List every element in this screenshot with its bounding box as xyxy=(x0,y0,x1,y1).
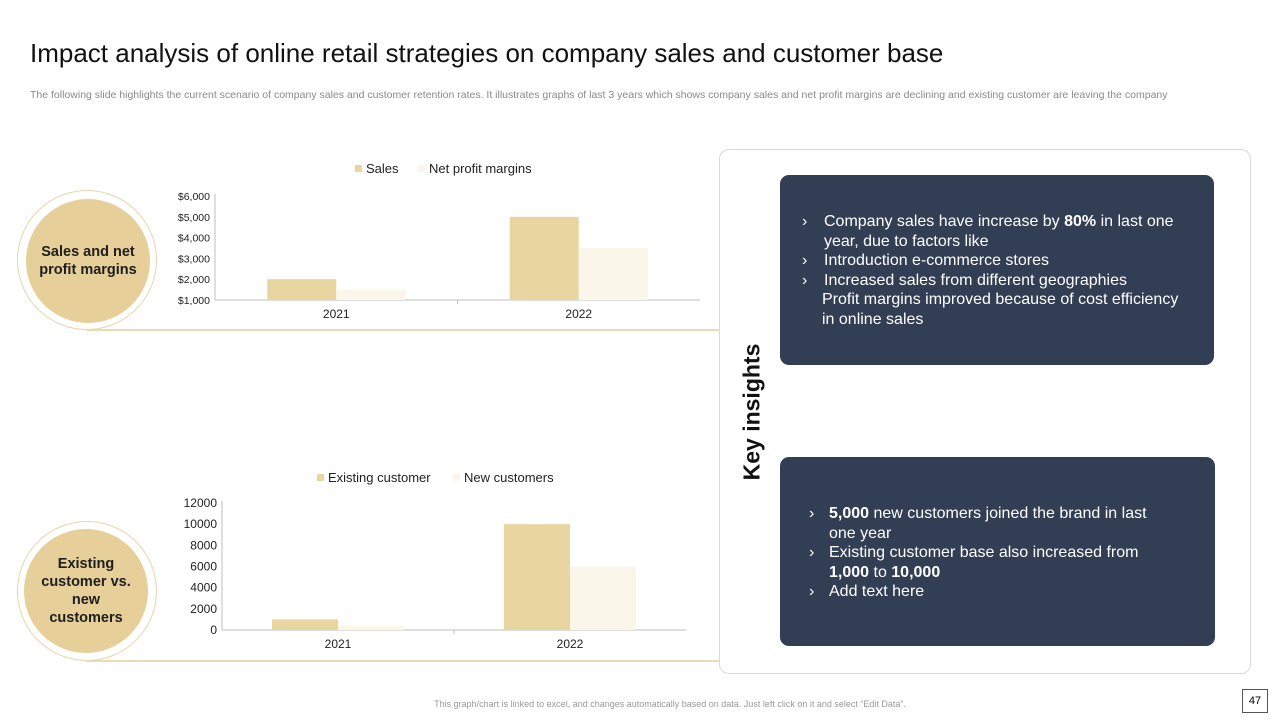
bar xyxy=(272,619,338,630)
bar xyxy=(336,289,406,300)
insight-item: › 5,000 new customers joined the brand i… xyxy=(809,505,1147,542)
legend-swatch xyxy=(355,165,362,172)
legend-label: Existing customer xyxy=(328,470,431,485)
bullet-chevron-icon: › xyxy=(802,271,808,289)
y-tick-label: 8000 xyxy=(190,538,217,552)
legend-label: New customers xyxy=(464,470,554,485)
x-tick-label: 2022 xyxy=(557,637,584,651)
section-label-customers-text: Existing customer vs. new customers xyxy=(41,556,131,626)
chart-sales: Sales Net profit margins $1,000 $2,000 $3,00… xyxy=(178,161,700,321)
bullet-chevron-icon: › xyxy=(802,252,808,269)
section-divider-1 xyxy=(86,329,720,331)
bar xyxy=(504,524,570,630)
section-divider-2 xyxy=(86,660,720,662)
bullet-chevron-icon: › xyxy=(802,213,808,230)
legend-swatch xyxy=(418,165,425,172)
legend-label: Sales xyxy=(366,161,399,176)
bar xyxy=(338,625,404,630)
section-label-sales-text: Sales and net profit margins xyxy=(39,244,137,278)
insight-card-sales: › Company sales have increase by 80% in … xyxy=(780,175,1214,365)
y-tick-label: $6,000 xyxy=(178,191,210,203)
x-tick-label: 2021 xyxy=(323,307,350,321)
y-tick-label: $4,000 xyxy=(178,233,210,245)
y-tick-label: $5,000 xyxy=(178,212,210,224)
bar xyxy=(570,566,636,630)
y-tick-label: 10000 xyxy=(184,517,218,531)
section-label-customers: Existing customer vs. new customers xyxy=(24,529,148,653)
y-tick-label: 4000 xyxy=(190,581,217,595)
y-tick-label: $2,000 xyxy=(178,274,210,286)
insight-item: › Company sales have increase by 80% in … xyxy=(802,213,1174,250)
slide-footer: This graph/chart is linked to excel, and… xyxy=(434,699,906,709)
y-tick-label: 12000 xyxy=(184,496,218,510)
legend-label: Net profit margins xyxy=(429,161,532,176)
insight-item: › Introduction e-commerce stores xyxy=(802,252,1049,269)
chart-customers: Existing customer New customers 0 2000 4000 6… xyxy=(184,470,686,651)
chart-customers-plot: Existing customer New customers 0 2000 4000 6… xyxy=(184,470,686,651)
y-tick-label: $1,000 xyxy=(178,295,210,307)
chart-sales-plot: Sales Net profit margins $1,000 $2,000 $3,00… xyxy=(178,161,700,321)
insight-card-customers: › 5,000 new customers joined the brand i… xyxy=(780,457,1215,646)
bullet-chevron-icon: › xyxy=(809,583,815,600)
insights-label: Key insights xyxy=(738,343,765,481)
insight-item: › Existing customer base also increased … xyxy=(809,544,1139,581)
slide-title: Impact analysis of online retail strateg… xyxy=(30,38,944,68)
slide-subtitle: The following slide highlights the curre… xyxy=(30,89,1168,101)
insight-item: › Add text here xyxy=(809,583,925,600)
bar xyxy=(578,248,648,300)
insight-item: Profit margins improved because of cost … xyxy=(822,291,1179,328)
legend-swatch xyxy=(317,474,324,481)
bullet-chevron-icon: › xyxy=(809,505,815,522)
y-tick-label: 0 xyxy=(210,623,217,637)
y-tick-label: 2000 xyxy=(190,602,217,616)
page-number: 47 xyxy=(1242,689,1268,713)
x-tick-label: 2021 xyxy=(325,637,352,651)
legend-swatch xyxy=(453,474,460,481)
x-tick-label: 2022 xyxy=(565,307,592,321)
bullet-chevron-icon: › xyxy=(809,544,815,561)
y-tick-label: 6000 xyxy=(190,560,217,574)
section-label-sales: Sales and net profit margins xyxy=(26,199,150,323)
y-tick-label: $3,000 xyxy=(178,253,210,265)
bar xyxy=(267,279,337,300)
insight-item: › Increased sales from different geograp… xyxy=(802,271,1127,289)
bar xyxy=(509,216,579,300)
